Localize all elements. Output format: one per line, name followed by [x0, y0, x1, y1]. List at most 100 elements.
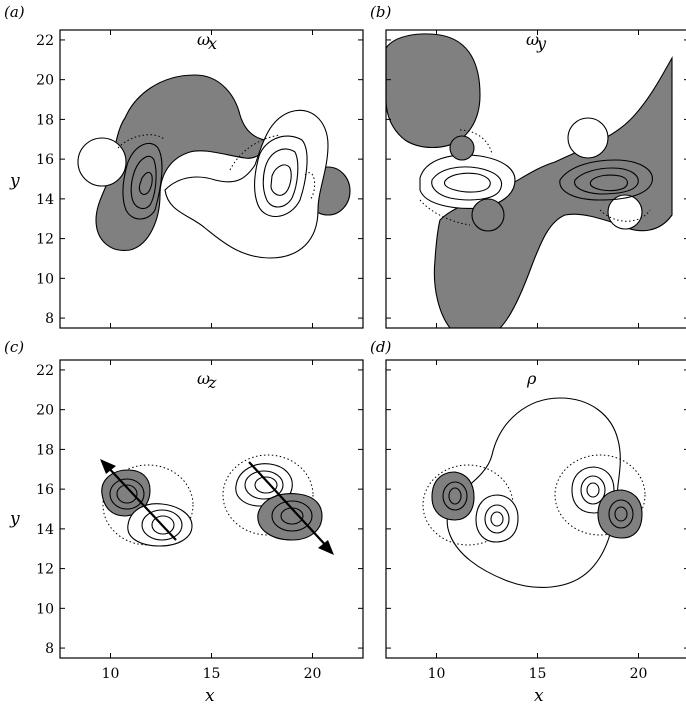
omega-x-left-positive-lobe — [77, 137, 127, 187]
panel-c-xlabel: x — [205, 686, 215, 706]
rho-dotted-contour — [554, 454, 646, 536]
omega-x-contour — [262, 148, 299, 208]
y-tick-label: 18 — [36, 442, 54, 458]
panel-a-ylabel: y — [9, 171, 20, 191]
panel-d-axis: 10 15 20 — [386, 360, 686, 682]
panel-a-axis: 8 10 12 14 16 18 20 22 — [36, 30, 363, 328]
omega-y-negative-lobe-small-bottom — [471, 198, 505, 232]
x-tick-label: 10 — [102, 666, 120, 682]
strain-arrow-right — [248, 461, 334, 555]
panel-b-label: (b) — [370, 3, 391, 21]
panel-a: (a) ω x y 8 10 12 14 16 18 20 22 — [4, 3, 364, 329]
omega-z-contour — [141, 509, 183, 541]
rho-contour — [490, 511, 504, 527]
panel-a-label: (a) — [4, 3, 25, 21]
omega-y-dotted-contour — [419, 199, 471, 226]
rho-contour — [448, 487, 462, 505]
panel-b: (b) ω y — [370, 3, 686, 329]
y-tick-label: 14 — [36, 522, 54, 538]
panel-d-label: (d) — [370, 338, 391, 356]
y-tick-label: 10 — [36, 601, 54, 617]
panel-b-quantity-subscript: y — [536, 34, 547, 53]
omega-x-positive-region — [164, 109, 329, 259]
y-tick-label: 8 — [45, 311, 54, 327]
y-tick-label: 20 — [36, 73, 54, 89]
panel-d-frame — [385, 359, 686, 659]
panel-b-quantity: ω — [526, 30, 539, 49]
rho-negative-lobe-right — [597, 489, 643, 539]
panel-c-quantity-subscript: z — [207, 373, 217, 392]
omega-y-positive-lobe-top-right — [567, 117, 609, 159]
omega-z-contour — [254, 476, 278, 494]
strain-arrow-left — [100, 459, 177, 541]
y-tick-label: 16 — [36, 152, 54, 168]
panel-c-frame — [59, 359, 364, 659]
y-tick-label: 20 — [36, 403, 54, 419]
omega-z-dotted-contour — [102, 464, 194, 546]
panel-a-quantity-subscript: x — [208, 34, 217, 53]
omega-x-contour — [270, 164, 292, 196]
rho-contour — [580, 475, 606, 505]
panel-c-quantity: ω — [197, 369, 210, 388]
rho-positive-lobe-left — [475, 494, 519, 543]
panel-b-contours — [385, 33, 673, 329]
panel-c-ylabel: y — [9, 509, 20, 529]
panel-a-frame — [59, 29, 364, 329]
panel-c-label: (c) — [4, 338, 24, 356]
x-tick-label: 15 — [203, 666, 221, 682]
y-tick-label: 8 — [45, 641, 54, 657]
y-tick-label: 22 — [36, 363, 54, 379]
omega-z-contour — [116, 484, 138, 504]
rho-contour — [614, 506, 628, 522]
omega-x-contour — [122, 143, 163, 220]
panel-c-contours — [101, 454, 323, 547]
omega-z-contour — [151, 515, 175, 535]
omega-y-dotted-contour — [459, 129, 493, 156]
omega-y-contour — [431, 166, 503, 201]
x-tick-label: 10 — [428, 666, 446, 682]
omega-y-negative-lobe-small-top — [449, 135, 475, 161]
y-tick-label: 10 — [36, 271, 54, 287]
panel-c-axis: 10 15 20 8 10 12 14 16 18 20 22 — [36, 360, 363, 682]
omega-y-negative-region-upper — [385, 33, 481, 149]
panel-a-quantity: ω — [197, 30, 210, 49]
y-tick-label: 12 — [36, 232, 54, 248]
omega-y-contour — [574, 167, 639, 195]
omega-x-contour — [138, 171, 153, 195]
omega-y-contour — [589, 174, 629, 192]
omega-z-dotted-contour — [222, 454, 314, 536]
omega-y-contour — [559, 159, 653, 201]
omega-x-contour — [254, 135, 308, 218]
x-tick-label: 20 — [304, 666, 322, 682]
omega-z-contour — [109, 478, 145, 510]
panel-d: (d) ρ x 10 15 20 — [370, 338, 686, 706]
rho-negative-lobe-left — [431, 471, 475, 521]
panel-a-contours — [77, 74, 351, 259]
omega-x-contour — [130, 155, 157, 210]
omega-z-contour — [244, 470, 284, 500]
panel-d-contours — [422, 397, 646, 588]
rho-contour — [442, 481, 468, 511]
rho-contour — [608, 499, 634, 529]
x-tick-label: 20 — [630, 666, 648, 682]
omega-y-positive-lobe-bottom-right — [607, 194, 643, 230]
y-tick-label: 18 — [36, 112, 54, 128]
y-tick-label: 16 — [36, 482, 54, 498]
panel-d-xlabel: x — [534, 686, 544, 706]
omega-x-dotted-contour — [229, 134, 281, 171]
panel-b-frame — [385, 29, 686, 329]
omega-z-contour — [271, 500, 313, 532]
omega-z-negative-lobe-left — [101, 469, 151, 517]
x-tick-label: 15 — [529, 666, 547, 682]
y-tick-label: 22 — [36, 33, 54, 49]
omega-x-dotted-contour — [117, 134, 166, 149]
y-tick-label: 14 — [36, 192, 54, 208]
panel-d-quantity: ρ — [526, 369, 537, 388]
y-tick-label: 12 — [36, 562, 54, 578]
panel-b-axis — [386, 30, 686, 328]
omega-x-negative-region — [95, 74, 266, 251]
rho-contour — [484, 504, 510, 534]
omega-y-contour — [443, 172, 491, 193]
